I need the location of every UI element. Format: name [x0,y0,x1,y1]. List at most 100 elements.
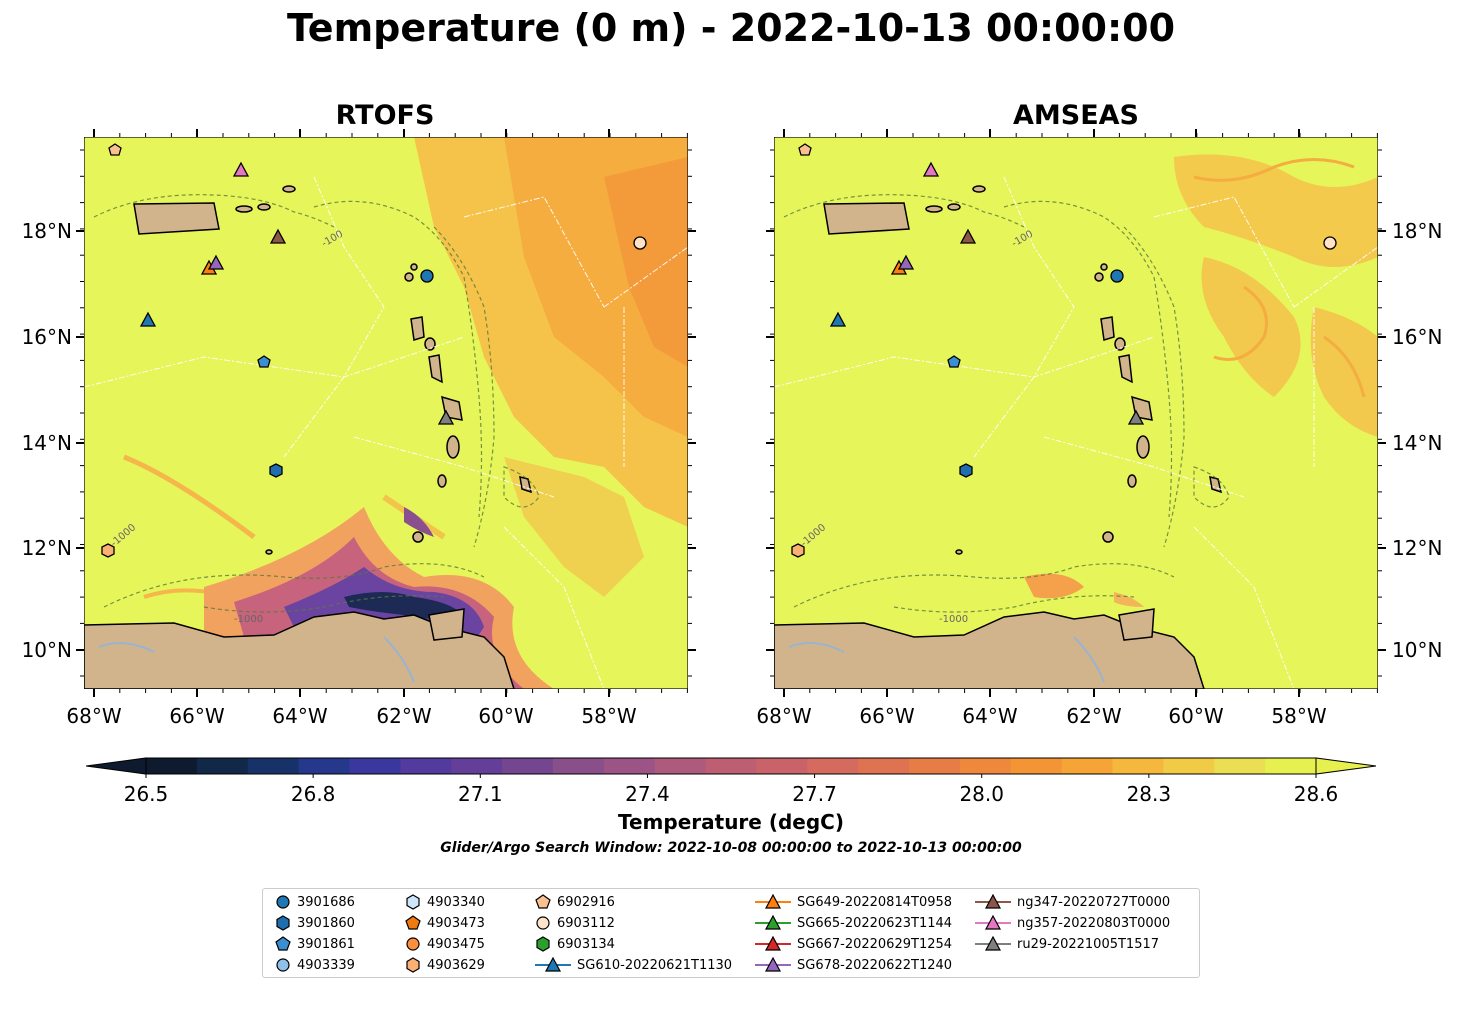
legend-entry: 3901861 [275,935,355,953]
legend-entry-label: 6903134 [557,936,615,952]
argo-6902916-marker [798,143,812,156]
lon-tick-label: 60°W [478,704,533,728]
legend-entry: 6903112 [535,914,615,932]
lon-tick-label: 66°W [169,704,224,728]
triangle-line-marker-icon [755,894,791,909]
lon-tick-label: 68°W [756,704,811,728]
glider-sg610-marker [139,311,157,327]
colorbar-bin [603,758,656,774]
colorbar-tick-label: 27.1 [458,782,503,806]
triangle-line-marker-icon [975,894,1011,909]
lon-tick-label: 60°W [1168,704,1223,728]
legend-entry: ru29-20221005T1517 [975,935,1159,953]
glider-sg610-marker [829,311,847,327]
triangle-line-marker-icon [975,936,1011,951]
legend-entry: ng347-20220727T0000 [975,893,1170,911]
colorbar-bin [196,758,249,774]
legend-entry-label: 4903475 [427,936,485,952]
legend-entry-label: 3901860 [297,915,355,931]
colorbar-label: Temperature (degC) [618,810,844,834]
panel-title-rtofs: RTOFS [335,100,435,131]
colorbar-bin [1010,758,1063,774]
lat-tick-label: 16°N [22,325,72,349]
colorbar-extend-min [86,757,147,775]
colorbar-bin [959,758,1012,774]
legend-entry-label: 6903112 [557,915,615,931]
colorbar-bin [705,758,757,774]
lon-tick-label: 68°W [66,704,121,728]
colorbar-bin [451,758,503,774]
colorbar [86,757,1376,778]
contour-label: -1000 [939,614,968,625]
legend-entry: SG667-20220629T1254 [755,935,952,953]
colorbar-ticks: 26.5 26.8 27.1 27.4 27.7 28.0 28.3 28.6 [0,782,1462,808]
hexagon-marker-icon [536,936,550,952]
colorbar-bin [1061,758,1114,774]
colorbar-bin [1214,758,1266,774]
circle-marker-icon [536,916,550,930]
lat-tick-label: 10°N [22,638,72,662]
colorbar-bin [1112,758,1164,774]
legend-entry-label: 4903339 [297,957,355,973]
panel-title-amseas: AMSEAS [1013,100,1139,131]
colorbar-tick-label: 26.5 [123,782,169,806]
lat-tick-label: 12°N [22,536,72,560]
circle-marker-icon [406,937,420,951]
colorbar-bin [247,758,300,774]
hexagon-marker-icon [276,915,290,931]
hexagon-marker-icon [406,894,420,910]
legend-entry-label: 4903340 [427,894,485,910]
legend-entry-label: 4903473 [427,915,485,931]
legend-entry: 3901860 [275,914,355,932]
colorbar-bin [1163,758,1215,774]
lat-tick-label: 14°N [22,431,72,455]
glider-ng357-marker [922,161,940,177]
legend-entry-label: SG678-20220622T1240 [797,957,953,973]
colorbar-bin [756,758,808,774]
glider-ng357-marker [232,161,250,177]
colorbar-extend-max [1315,757,1376,775]
colorbar-bin [1265,758,1317,774]
triangle-line-marker-icon [755,936,791,951]
glider-ru29-marker [437,409,455,425]
legend-entry-label: 3901861 [297,936,355,952]
legend-entry: 4903475 [405,935,485,953]
lon-tick-label: 58°W [1271,704,1326,728]
triangle-line-marker-icon [535,957,571,972]
legend-entry-label: ru29-20221005T1517 [1017,936,1160,952]
legend-entry-label: 4903629 [427,957,485,973]
glider-sg678-marker [207,254,225,270]
legend-entry-label: 3901686 [297,894,355,910]
colorbar-bin [349,758,401,774]
legend-entry: ng357-20220803T0000 [975,914,1170,932]
legend-entry: 3901686 [275,893,355,911]
argo-4903629-marker [791,543,805,558]
circle-marker-icon [276,895,290,909]
colorbar-bin [858,758,910,774]
figure-title: Temperature (0 m) - 2022-10-13 00:00:00 [286,6,1176,50]
lon-tick-label: 66°W [859,704,914,728]
triangle-line-marker-icon [755,957,791,972]
map-rtofs: -100 -1000 -1000 [84,137,688,689]
colorbar-tick-label: 28.6 [1293,782,1339,806]
colorbar-tick-label: 26.8 [290,782,336,806]
argo-6903112-marker [633,236,647,250]
colorbar-tick-label: 28.3 [1126,782,1172,806]
colorbar-bin [807,758,859,774]
lat-tick-label: 18°N [22,219,72,243]
triangle-line-marker-icon [755,915,791,930]
legend-entry: SG649-20220814T0958 [755,893,952,911]
pentagon-marker-icon [275,936,291,951]
argo-6903112-marker [1323,236,1337,250]
colorbar-tick-label: 27.4 [625,782,670,806]
colorbar-bin [502,758,554,774]
colorbar-bin [909,758,961,774]
glider-sg678-marker [897,254,915,270]
lon-tick-label: 62°W [1066,704,1121,728]
lon-tick-label: 58°W [581,704,636,728]
lon-tick-label: 62°W [376,704,431,728]
triangle-line-marker-icon [975,915,1011,930]
argo-4903629-marker [101,543,115,558]
contour-label: -1000 [234,614,263,625]
hexagon-marker-icon [406,957,420,973]
